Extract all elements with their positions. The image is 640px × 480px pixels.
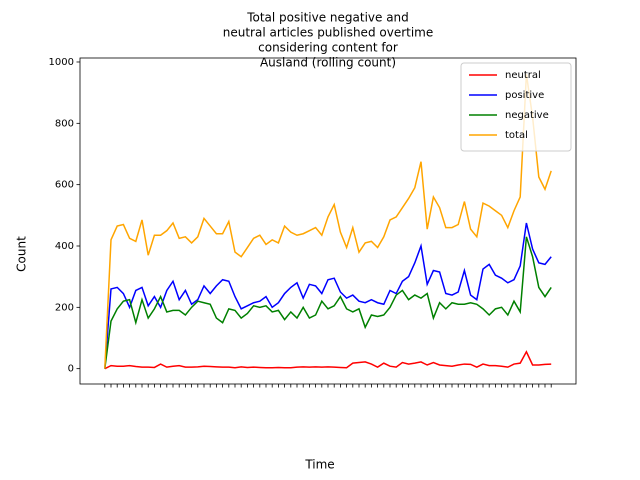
series-line xyxy=(104,74,552,369)
legend-box xyxy=(460,62,572,152)
y-tick-label: 400 xyxy=(55,241,74,252)
y-tick-label: 1000 xyxy=(49,57,74,68)
legend-label: total xyxy=(505,130,528,141)
y-tick-label: 800 xyxy=(55,118,74,129)
legend-label: neutral xyxy=(505,70,541,81)
y-tick-label: 0 xyxy=(68,364,74,375)
plot-frame xyxy=(79,57,577,385)
y-tick-label: 600 xyxy=(55,180,74,191)
x-axis-title: Time xyxy=(304,458,334,472)
chart-title: Total positive negative and xyxy=(246,11,409,25)
chart-title: considering content for xyxy=(258,41,398,55)
legend-label: positive xyxy=(505,90,544,101)
chart-title: Ausland (rolling count) xyxy=(260,56,396,70)
y-axis-title: Count xyxy=(15,236,29,272)
series-line xyxy=(104,222,552,369)
series-line xyxy=(104,236,552,369)
y-tick-label: 200 xyxy=(55,302,74,313)
legend-label: negative xyxy=(505,110,549,121)
chart-title: neutral articles published overtime xyxy=(223,26,434,40)
legend: neutral positive negative total xyxy=(460,62,572,152)
series-line xyxy=(104,350,552,370)
